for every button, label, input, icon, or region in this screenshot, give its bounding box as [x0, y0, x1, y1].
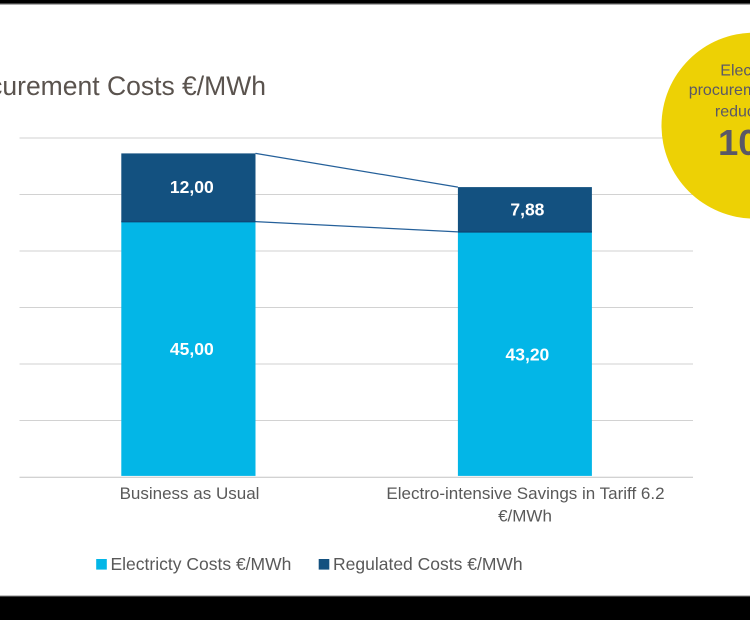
svg-text:45,00: 45,00 [170, 339, 214, 359]
svg-text:12,00: 12,00 [170, 177, 214, 197]
svg-text:reduced by: reduced by [715, 104, 750, 121]
svg-text:Business as Usual: Business as Usual [120, 484, 260, 503]
svg-text:7,88: 7,88 [510, 199, 544, 219]
svg-text:Electricty Costs €/MWh: Electricty Costs €/MWh [111, 554, 292, 574]
svg-text:10%: 10% [718, 122, 750, 163]
svg-text:procurement costs: procurement costs [689, 82, 750, 99]
svg-text:Regulated Costs €/MWh: Regulated Costs €/MWh [333, 554, 523, 574]
svg-text:€/MWh: €/MWh [498, 506, 552, 525]
svg-text:Electro-intensive Savings in T: Electro-intensive Savings in Tariff 6.2 [386, 484, 664, 503]
svg-text:43,20: 43,20 [506, 344, 550, 364]
svg-text:Electricity: Electricity [720, 63, 750, 80]
svg-text:Electricity Procurement Costs: Electricity Procurement Costs €/MWh [0, 71, 266, 101]
